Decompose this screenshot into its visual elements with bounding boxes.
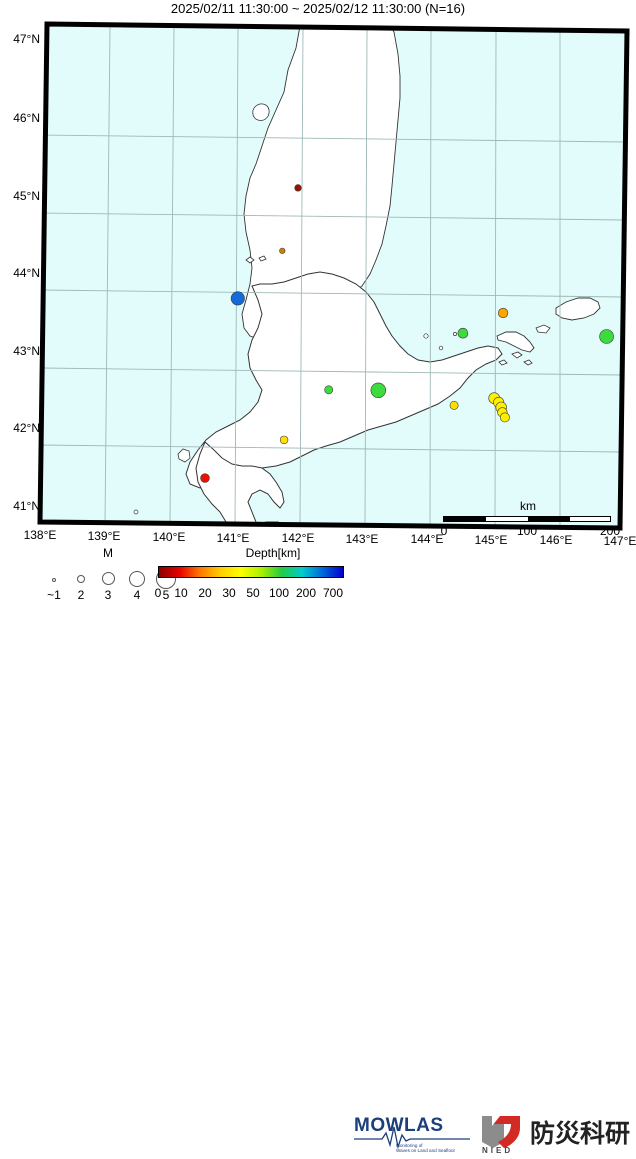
depth-tick-200: 200	[295, 586, 317, 600]
earthquake-marker[interactable]	[498, 307, 509, 319]
nied-logo[interactable]: NIED 防災科研	[480, 1112, 630, 1155]
depth-tick-20: 20	[198, 586, 212, 600]
earthquake-marker-layer[interactable]	[200, 184, 614, 483]
island-okushiri	[177, 448, 191, 463]
depth-colorbar	[158, 566, 344, 578]
lat-label-43: 43°N	[13, 344, 40, 358]
graticule	[40, 24, 625, 528]
island-habomai-1	[511, 351, 523, 359]
magnitude-label-1: ~1	[47, 588, 61, 602]
island-small-nw	[252, 103, 270, 121]
earthquake-marker[interactable]	[324, 385, 334, 395]
island-shikotan	[535, 324, 551, 334]
depth-legend: Depth[km] 0 10 20 30 50 100 200 700	[155, 546, 348, 608]
mowlas-wordmark: MOWLAS	[354, 1115, 444, 1136]
magnitude-symbol-3	[102, 572, 115, 585]
lat-label-42: 42°N	[13, 421, 40, 435]
scale-bar-track	[443, 516, 611, 522]
lon-label-145: 145°E	[474, 533, 508, 547]
island-habomai-2	[523, 359, 533, 366]
scale-tick-0: 0	[440, 524, 448, 538]
magnitude-label-3: 3	[104, 588, 112, 602]
earthquake-marker[interactable]	[200, 473, 210, 483]
earthquake-marker[interactable]	[499, 412, 510, 423]
lon-label-143: 143°E	[345, 532, 379, 546]
magnitude-legend-title: M	[103, 546, 113, 560]
island-rebun	[258, 255, 267, 262]
island-dot-2	[423, 333, 429, 339]
earthquake-marker[interactable]	[294, 184, 302, 192]
lon-label-144: 144°E	[410, 532, 444, 546]
landmass-oshima-peninsula	[195, 441, 285, 528]
depth-tick-700: 700	[322, 586, 344, 600]
mowlas-tagline-line2: Waves on Land and Seafloor	[396, 1148, 456, 1153]
earthquake-marker[interactable]	[449, 400, 459, 410]
lat-label-46: 46°N	[13, 111, 40, 125]
legend-area: M ~1 2 3 4 5 Depth[km] 0 10 20 30 50 100…	[0, 546, 636, 1155]
map-canvas[interactable]	[0, 18, 636, 546]
lat-label-41: 41°N	[13, 499, 40, 513]
depth-tick-100: 100	[268, 586, 290, 600]
scale-tick-100: 100	[516, 524, 538, 538]
island-dot-3	[438, 345, 444, 351]
depth-tick-0: 0	[154, 586, 162, 600]
map-panel[interactable]: 47°N 46°N 45°N 44°N 43°N 42°N 41°N 138°E…	[0, 18, 636, 548]
magnitude-symbol-2	[77, 575, 85, 583]
lon-label-147: 147°E	[603, 534, 636, 548]
earthquake-marker[interactable]	[279, 247, 286, 254]
earthquake-marker[interactable]	[370, 382, 386, 398]
lon-label-138: 138°E	[23, 528, 57, 542]
magnitude-label-4: 4	[133, 588, 141, 602]
nied-abbr: NIED	[482, 1146, 513, 1154]
lat-label-44: 44°N	[13, 266, 40, 280]
lon-label-140: 140°E	[152, 530, 186, 544]
island-etorofu	[555, 297, 601, 321]
island-dot-4	[453, 332, 457, 336]
earthquake-marker[interactable]	[457, 327, 469, 339]
earthquake-marker[interactable]	[599, 329, 614, 344]
island-kunashiri	[496, 331, 535, 353]
depth-tick-10: 10	[174, 586, 188, 600]
island-rishiri	[245, 256, 255, 264]
map-frame	[37, 21, 630, 531]
magnitude-label-2: 2	[77, 588, 85, 602]
scale-bar-unit: km	[520, 499, 536, 513]
earthquake-marker[interactable]	[230, 291, 245, 306]
depth-legend-title: Depth[km]	[245, 546, 301, 560]
earthquake-marker[interactable]	[279, 435, 289, 445]
magnitude-symbol-1	[52, 578, 56, 582]
depth-tick-30: 30	[222, 586, 236, 600]
magnitude-symbol-4	[129, 571, 145, 587]
lon-label-141: 141°E	[216, 531, 250, 545]
lon-label-146: 146°E	[539, 533, 573, 547]
lat-label-47: 47°N	[13, 32, 40, 46]
scale-tick-200: 200	[599, 524, 621, 538]
island-dot-1	[133, 509, 139, 515]
mowlas-logo[interactable]: MOWLAS Monitoring of Waves on Land and S…	[352, 1112, 472, 1154]
depth-tick-50: 50	[246, 586, 260, 600]
lat-label-45: 45°N	[13, 189, 40, 203]
magnitude-label-5: 5	[162, 588, 170, 602]
nied-name-japanese: 防災科研	[530, 1119, 630, 1148]
lon-label-139: 139°E	[87, 529, 121, 543]
island-habomai-3	[498, 359, 508, 366]
page-title: 2025/02/11 11:30:00 ~ 2025/02/12 11:30:0…	[170, 1, 466, 16]
landmass-hokkaido	[185, 271, 503, 489]
scale-bar: km 0 100 200	[441, 499, 620, 538]
lon-label-142: 142°E	[281, 531, 315, 545]
